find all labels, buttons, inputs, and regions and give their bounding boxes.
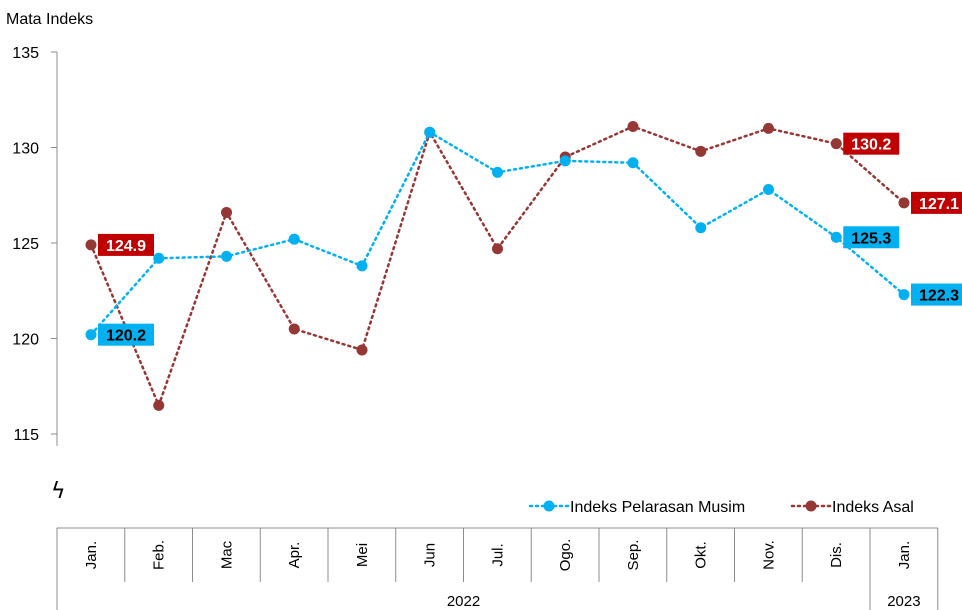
data-point [695,145,707,157]
y-tick-label: 130 [12,141,39,158]
legend-label: Indeks Asal [832,499,914,516]
y-axis: 115 120 125 130 135 [12,45,58,446]
data-label: 127.1 [919,196,959,213]
data-point [627,120,639,132]
data-point [898,197,910,209]
data-label-box [98,233,154,256]
data-label-box [911,283,962,306]
series-line [89,130,906,336]
legend: Indeks Pelarasan Musim Indeks Asal [528,499,914,516]
data-labels: 120.2 125.3 122.3 124.9 130.2 127.1 [98,132,962,346]
x-tick-label: Ogo. [557,539,574,572]
data-point [627,157,639,169]
axis-break-icon: ϟ [51,479,66,504]
data-point [221,250,232,262]
data-point [763,184,774,196]
x-tick-label: Dis. [828,542,845,568]
data-label-box [843,226,900,249]
data-point [695,222,707,234]
data-label: 122.3 [919,288,959,305]
year-label: 2023 [887,593,920,610]
data-point [221,206,232,218]
legend-marker [805,500,817,512]
data-point [85,329,97,341]
data-label: 125.3 [851,230,891,247]
y-tick-label: 115 [13,427,39,444]
data-label-box [843,132,900,155]
data-label-box [911,191,962,214]
data-label: 130.2 [851,137,891,154]
y-tick-label: 125 [12,236,39,253]
data-point [153,399,165,411]
data-point [153,252,165,264]
x-axis-table: Jan. Feb. Mac Apr. Mei Jun Jul. Ogo. Sep. Okt. Nov… [56,527,939,610]
data-point [830,138,842,150]
year-label: 2022 [447,593,480,610]
x-tick-label: Jan. [896,541,913,569]
series-group [85,120,910,411]
data-point [492,243,503,255]
data-point [356,344,368,356]
x-tick-label: Sep. [625,540,642,571]
data-point [492,166,503,178]
legend-marker [543,500,555,512]
data-point [830,231,842,243]
x-tick-label: Mac [218,540,235,569]
legend-label: Indeks Pelarasan Musim [570,499,745,516]
data-point [898,289,910,301]
data-point [288,233,300,245]
x-tick-label: Nov. [760,540,777,570]
x-tick-label: Jul. [489,543,506,566]
x-tick-label: Mei [354,543,371,567]
data-point [559,155,571,167]
x-tick-label: Jan. [83,541,100,569]
data-label: 120.2 [106,328,146,345]
data-point [356,260,368,272]
x-tick-label: Jun [422,543,439,567]
y-tick-label: 135 [12,45,39,62]
y-axis-title: Mata Indeks [6,11,93,28]
x-tick-label: Okt. [693,541,710,569]
data-point [288,323,300,335]
data-label-box [98,323,154,346]
y-tick-label: 120 [12,332,39,349]
x-tick-label: Feb. [151,540,168,570]
data-point [85,239,97,251]
data-point [424,126,436,138]
data-point [763,122,774,134]
x-tick-label: Apr. [286,542,303,569]
data-label: 124.9 [106,238,146,255]
